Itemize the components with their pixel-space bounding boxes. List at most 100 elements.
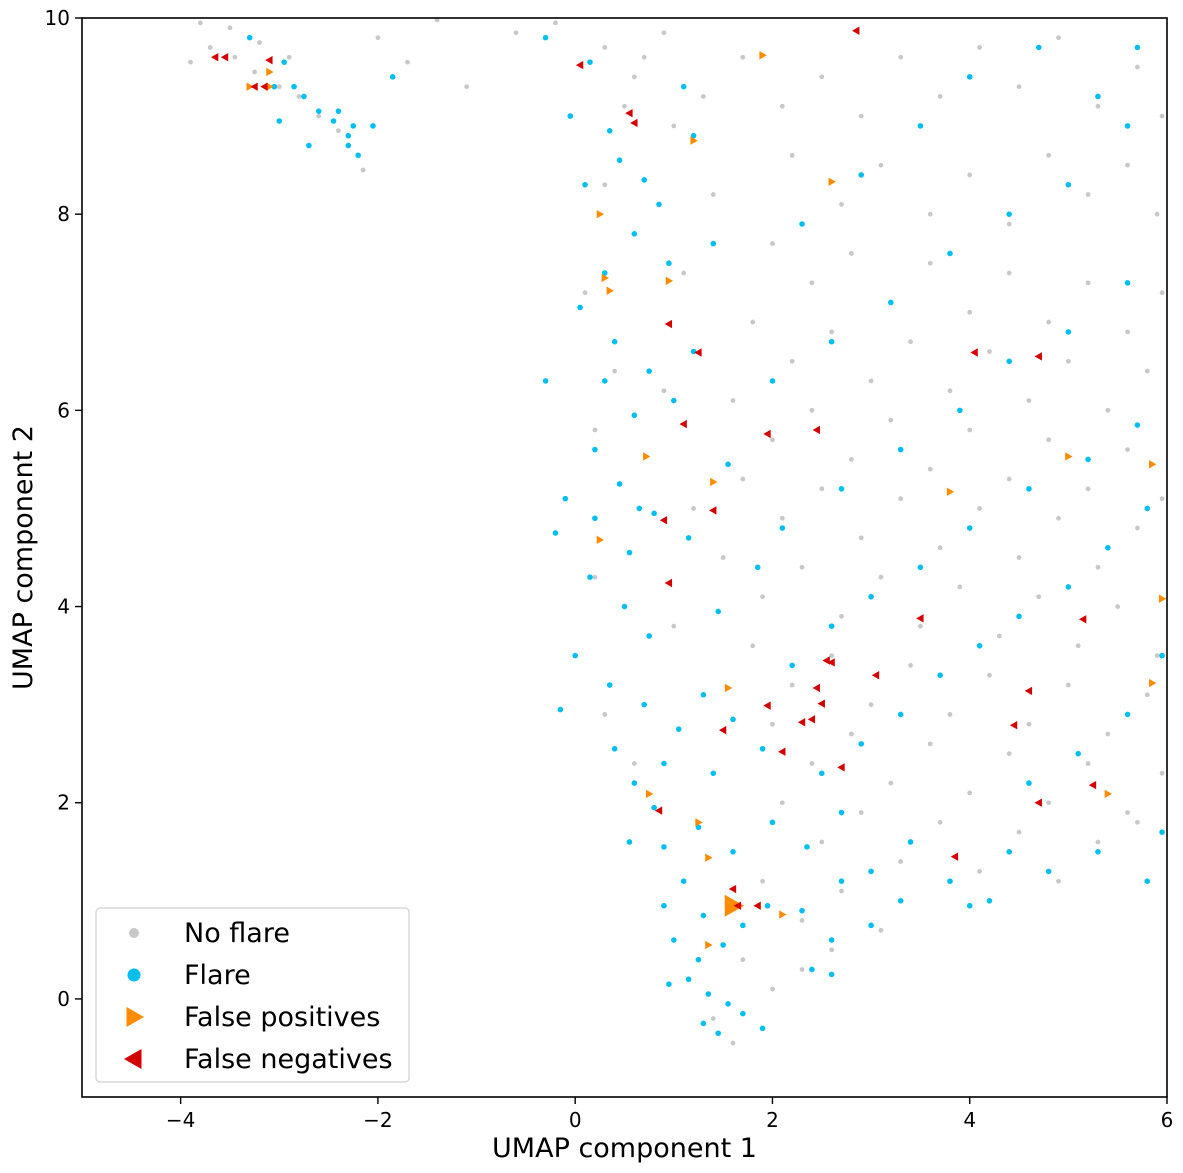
data-point: [661, 30, 667, 36]
data-point: [291, 83, 297, 90]
data-point: [690, 348, 697, 355]
series-flare: [246, 34, 1165, 1037]
data-point: [606, 682, 613, 688]
data-point: [557, 706, 564, 713]
data-point: [709, 506, 717, 515]
data-point: [1045, 868, 1052, 875]
data-point: [967, 172, 973, 178]
data-point: [680, 83, 687, 90]
data-point: [1065, 584, 1072, 590]
data-point: [720, 942, 726, 948]
data-point: [759, 745, 766, 752]
data-point: [827, 658, 835, 667]
data-point: [1124, 711, 1131, 718]
data-point: [675, 726, 682, 732]
data-point: [804, 844, 810, 850]
data-point: [1105, 407, 1111, 413]
data-point: [769, 819, 776, 826]
data-point: [197, 20, 203, 26]
data-point: [646, 633, 652, 639]
data-point: [592, 427, 598, 433]
data-point: [1006, 211, 1012, 217]
x-tick-label: 0: [569, 1108, 582, 1132]
data-point: [819, 486, 825, 492]
data-point: [621, 603, 628, 610]
data-point: [822, 656, 830, 665]
data-point: [666, 981, 672, 987]
data-point: [355, 152, 361, 159]
data-point: [927, 211, 933, 217]
data-point: [818, 770, 825, 777]
data-point: [829, 947, 835, 953]
data-point: [434, 18, 440, 23]
data-point: [852, 26, 860, 35]
data-point: [685, 535, 692, 541]
data-point: [679, 419, 687, 429]
data-point: [695, 956, 702, 963]
data-point: [1006, 221, 1012, 227]
data-point: [552, 530, 559, 536]
data-point: [1144, 692, 1150, 698]
data-point: [661, 760, 667, 767]
data-point: [888, 299, 894, 306]
data-point: [937, 94, 943, 99]
data-point: [1024, 686, 1033, 696]
data-point: [809, 407, 815, 413]
data-point: [286, 54, 292, 60]
data-point: [271, 83, 278, 90]
data-point: [1016, 613, 1022, 620]
data-point: [838, 486, 845, 492]
data-point: [641, 54, 647, 60]
data-point: [646, 789, 654, 799]
data-point: [1046, 800, 1052, 806]
data-point: [1104, 789, 1113, 799]
data-point: [370, 123, 376, 129]
data-point: [740, 957, 746, 963]
data-point: [829, 329, 835, 335]
data-point: [728, 884, 737, 894]
data-point: [1095, 93, 1101, 100]
data-point: [1009, 721, 1018, 730]
x-tick-label: 6: [1161, 1108, 1174, 1132]
data-point: [1026, 780, 1032, 786]
data-point: [799, 918, 805, 923]
data-point: [665, 276, 674, 286]
data-point: [858, 741, 865, 747]
data-point: [770, 241, 775, 247]
data-point: [276, 118, 283, 124]
data-point: [754, 564, 761, 571]
data-point: [897, 446, 904, 453]
data-point: [789, 358, 795, 364]
data-point: [1016, 829, 1022, 835]
data-point: [700, 1020, 707, 1027]
data-point: [1088, 780, 1097, 790]
data-point: [789, 662, 795, 669]
data-point: [1006, 751, 1012, 757]
data-point: [626, 839, 633, 845]
data-point: [1026, 398, 1032, 403]
legend-label: False negatives: [184, 1044, 393, 1075]
data-point: [592, 515, 598, 522]
data-point: [1006, 358, 1012, 365]
data-point: [837, 763, 845, 772]
data-point: [625, 108, 633, 118]
data-point: [616, 481, 623, 487]
data-point: [1056, 878, 1061, 884]
data-point: [1115, 604, 1121, 609]
data-point: [596, 535, 605, 545]
series-no-flare: [188, 18, 1165, 1046]
data-point: [1036, 594, 1042, 600]
data-point: [1135, 64, 1140, 70]
data-point: [710, 240, 717, 247]
data-point: [1095, 103, 1101, 109]
data-point: [246, 34, 253, 41]
data-point: [1006, 848, 1012, 855]
data-point: [207, 45, 213, 50]
data-point: [1095, 564, 1101, 570]
data-point: [970, 348, 978, 357]
data-point: [1159, 652, 1165, 659]
data-point: [1035, 44, 1042, 51]
data-point: [1144, 878, 1151, 884]
data-point: [1125, 810, 1130, 815]
x-tick-label: −2: [363, 1108, 392, 1132]
